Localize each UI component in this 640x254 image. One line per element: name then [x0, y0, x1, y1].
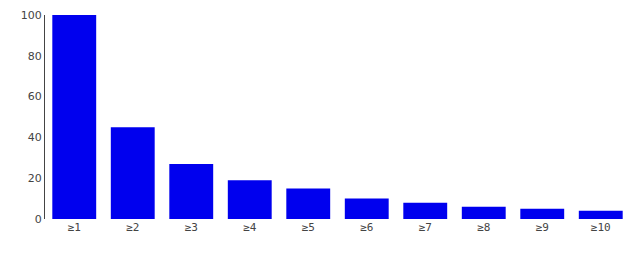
svg-text:≥1: ≥1 [68, 221, 81, 234]
svg-text:≥9: ≥9 [536, 221, 549, 234]
svg-text:100: 100 [21, 9, 42, 22]
svg-text:≥7: ≥7 [419, 221, 432, 234]
svg-text:≥5: ≥5 [302, 221, 315, 234]
svg-text:≥10: ≥10 [591, 221, 611, 234]
svg-text:≥4: ≥4 [243, 221, 257, 234]
svg-text:60: 60 [28, 90, 42, 103]
svg-text:≥3: ≥3 [185, 221, 198, 234]
svg-text:≥8: ≥8 [477, 221, 490, 234]
svg-text:≥6: ≥6 [360, 221, 373, 234]
svg-text:40: 40 [28, 131, 42, 144]
svg-text:0: 0 [35, 213, 42, 226]
svg-text:80: 80 [28, 50, 42, 63]
svg-text:20: 20 [28, 172, 42, 185]
svg-text:≥2: ≥2 [126, 221, 139, 234]
